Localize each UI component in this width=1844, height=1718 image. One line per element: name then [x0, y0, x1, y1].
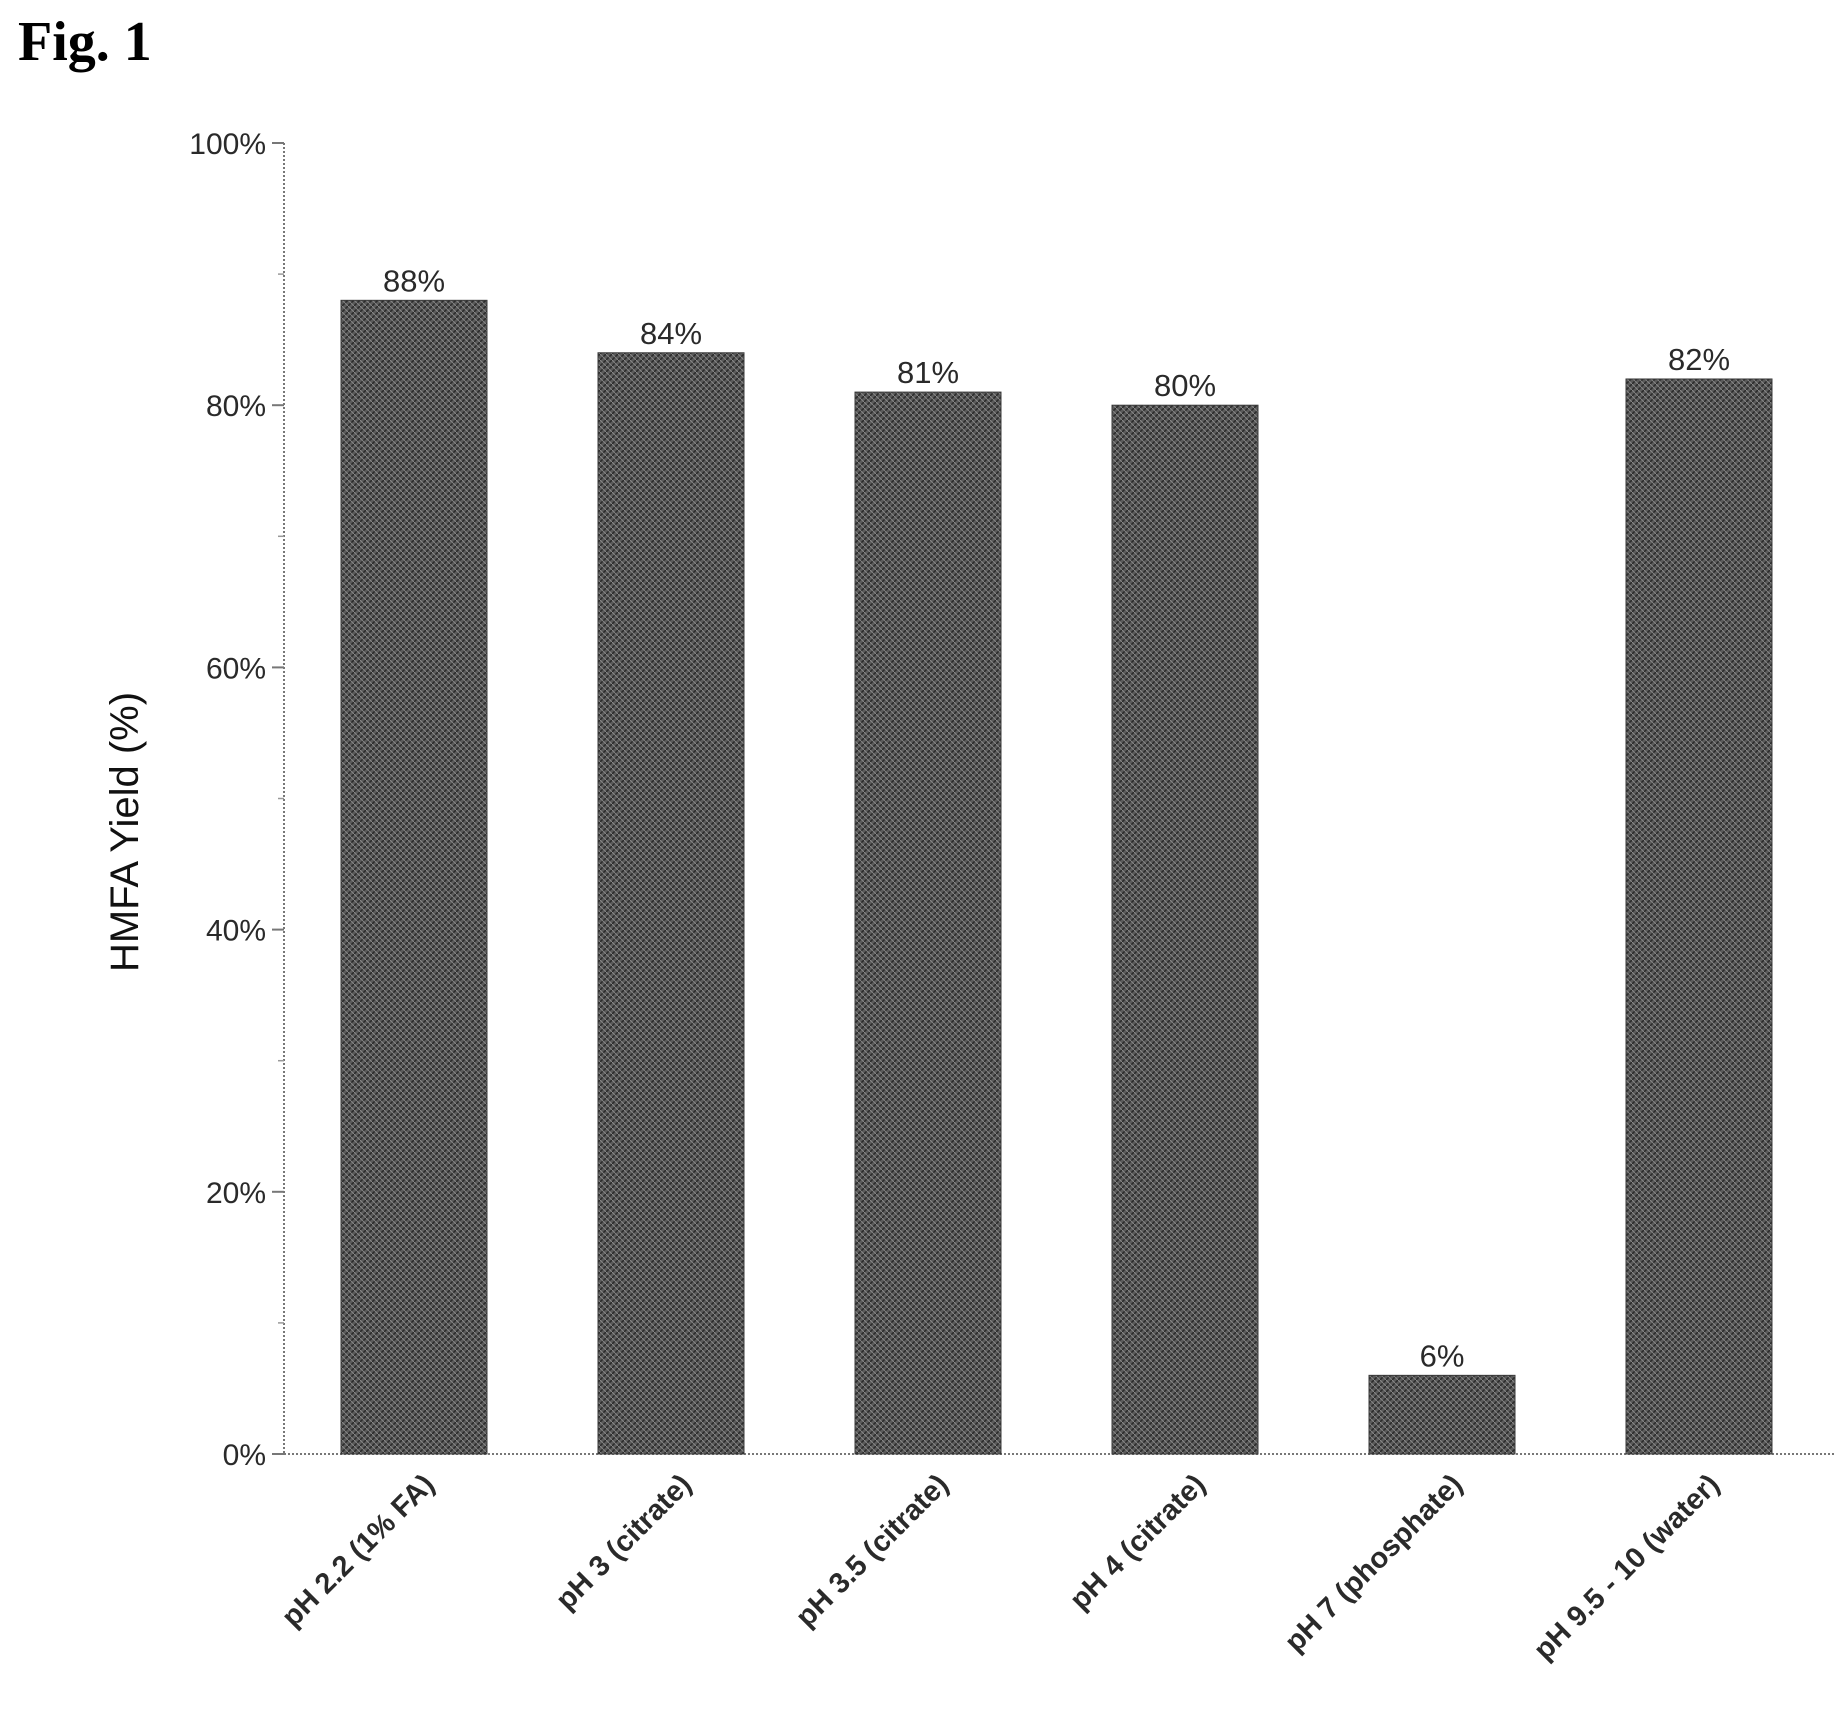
x-tick-label: pH 4 (citrate) — [1064, 1468, 1212, 1616]
y-axis-label: HMFA Yield (%) — [103, 692, 147, 972]
bar — [1625, 378, 1773, 1455]
bar — [1368, 1374, 1516, 1455]
y-tick-label: 20% — [206, 1177, 266, 1210]
bar — [854, 391, 1002, 1455]
data-label: 6% — [1420, 1338, 1465, 1373]
x-tick-label: pH 2.2 (1% FA) — [276, 1468, 441, 1633]
bars — [340, 299, 1773, 1455]
x-tick-label: pH 3.5 (citrate) — [790, 1468, 955, 1633]
x-tick-label: pH 9.5 - 10 (water) — [1528, 1468, 1726, 1666]
bar — [340, 299, 488, 1455]
data-label: 82% — [1668, 342, 1730, 377]
x-tick-label: pH 3 (citrate) — [550, 1468, 698, 1616]
x-tick-label: pH 7 (phosphate) — [1279, 1468, 1469, 1658]
figure-label: Fig. 1 — [18, 11, 152, 73]
y-tick-label: 80% — [206, 390, 266, 423]
axes: 0% 20% 40% 60% 80% 100% — [189, 128, 1834, 1472]
data-label: 81% — [897, 355, 959, 390]
data-label: 80% — [1154, 368, 1216, 403]
bar — [597, 352, 745, 1455]
y-tick-label: 0% — [223, 1439, 266, 1472]
y-tick-label: 60% — [206, 652, 266, 685]
data-labels: 88% pH 2.2 (1% FA) 84% pH 3 (citrate) 81% pH … — [276, 263, 1730, 1666]
y-tick-label: 100% — [189, 128, 266, 161]
data-label: 88% — [383, 263, 445, 298]
bar — [1111, 404, 1259, 1455]
y-tick-label: 40% — [206, 915, 266, 948]
data-label: 84% — [640, 316, 702, 351]
